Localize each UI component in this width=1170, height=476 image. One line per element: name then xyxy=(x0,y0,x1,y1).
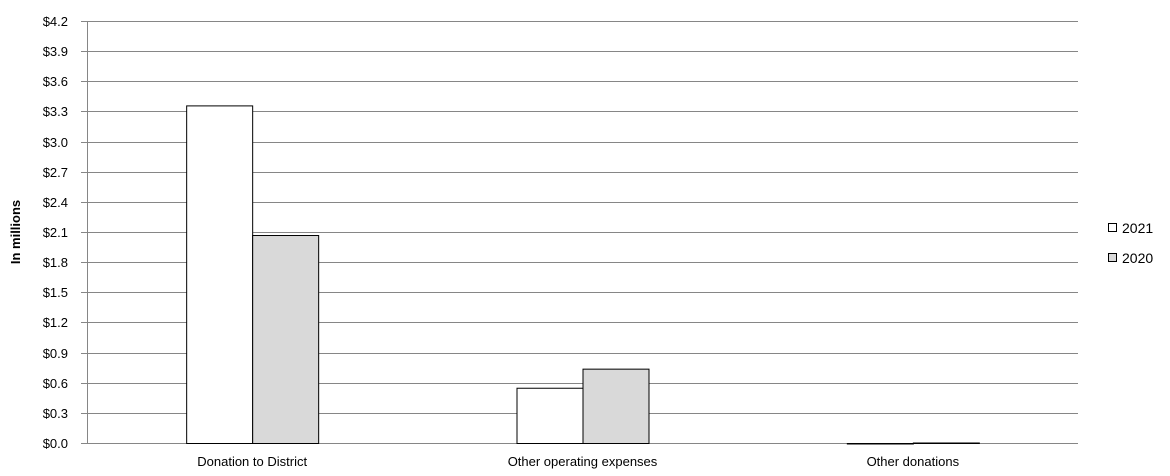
bar-2021-2 xyxy=(846,443,914,445)
y-tick-label: $2.1 xyxy=(43,225,68,240)
x-category-label: Other operating expenses xyxy=(508,454,658,469)
legend-label: 2021 xyxy=(1122,220,1153,236)
y-axis-label: In millions xyxy=(8,200,23,264)
bar-2021-1 xyxy=(516,387,584,445)
y-axis-tick-labels: $0.0 $0.3 $0.6 $0.9 $1.2 $1.5 $1.8 $2.1 $2.4 $2.7… xyxy=(43,14,68,451)
bar-2020-0 xyxy=(252,235,320,444)
bars xyxy=(186,105,980,445)
y-tick-label: $0.0 xyxy=(43,436,68,451)
y-tick-label: $3.3 xyxy=(43,104,68,119)
y-tick-label: $3.6 xyxy=(43,74,68,89)
bar-2021-0 xyxy=(186,105,254,445)
y-tick-label: $3.9 xyxy=(43,44,68,59)
legend-swatch xyxy=(1108,253,1117,262)
y-tick-label: $0.3 xyxy=(43,406,68,421)
y-tick-label: $1.5 xyxy=(43,285,68,300)
y-tick-label: $3.0 xyxy=(43,135,68,150)
y-tick-label: $4.2 xyxy=(43,14,68,29)
y-tick-label: $1.8 xyxy=(43,255,68,270)
x-axis-category-labels: Donation to District Other operating expe… xyxy=(197,454,959,469)
bar-2020-1 xyxy=(582,368,650,444)
x-category-label: Donation to District xyxy=(197,454,307,469)
y-tick-label: $2.7 xyxy=(43,165,68,180)
bar-2020-2 xyxy=(912,442,980,445)
y-tick-label: $2.4 xyxy=(43,195,68,210)
y-tick-label: $0.6 xyxy=(43,376,68,391)
legend-label: 2020 xyxy=(1122,250,1153,266)
y-tick-label: $1.2 xyxy=(43,315,68,330)
legend-swatch xyxy=(1108,223,1117,232)
legend: 2021 2020 xyxy=(1108,220,1153,266)
x-category-label: Other donations xyxy=(867,454,960,469)
y-tick-label: $0.9 xyxy=(43,346,68,361)
